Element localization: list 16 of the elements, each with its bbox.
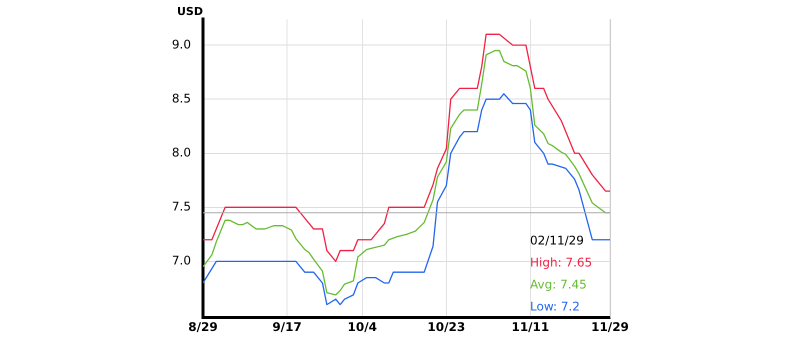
annotation: 02/11/29 <box>530 234 584 248</box>
x-tick-label: 10/23 <box>427 320 466 334</box>
x-tick-label: 11/11 <box>511 320 550 334</box>
y-axis-title: USD <box>177 4 203 18</box>
x-tick-label: 9/17 <box>272 320 302 334</box>
x-tick-label: 10/4 <box>348 320 377 334</box>
y-tick-label: 9.0 <box>172 37 191 52</box>
y-tick-label: 7.0 <box>172 254 191 268</box>
x-tick-label: 11/29 <box>591 320 629 334</box>
annotation: Low: 7.2 <box>530 300 580 314</box>
x-tick-label: 8/29 <box>188 320 218 334</box>
annotation: Avg: 7.45 <box>530 278 587 292</box>
y-tick-label: 8.5 <box>172 91 191 106</box>
y-tick-label: 8.0 <box>172 145 191 160</box>
y-tick-label: 7.5 <box>172 199 191 214</box>
annotation: High: 7.65 <box>530 256 592 270</box>
